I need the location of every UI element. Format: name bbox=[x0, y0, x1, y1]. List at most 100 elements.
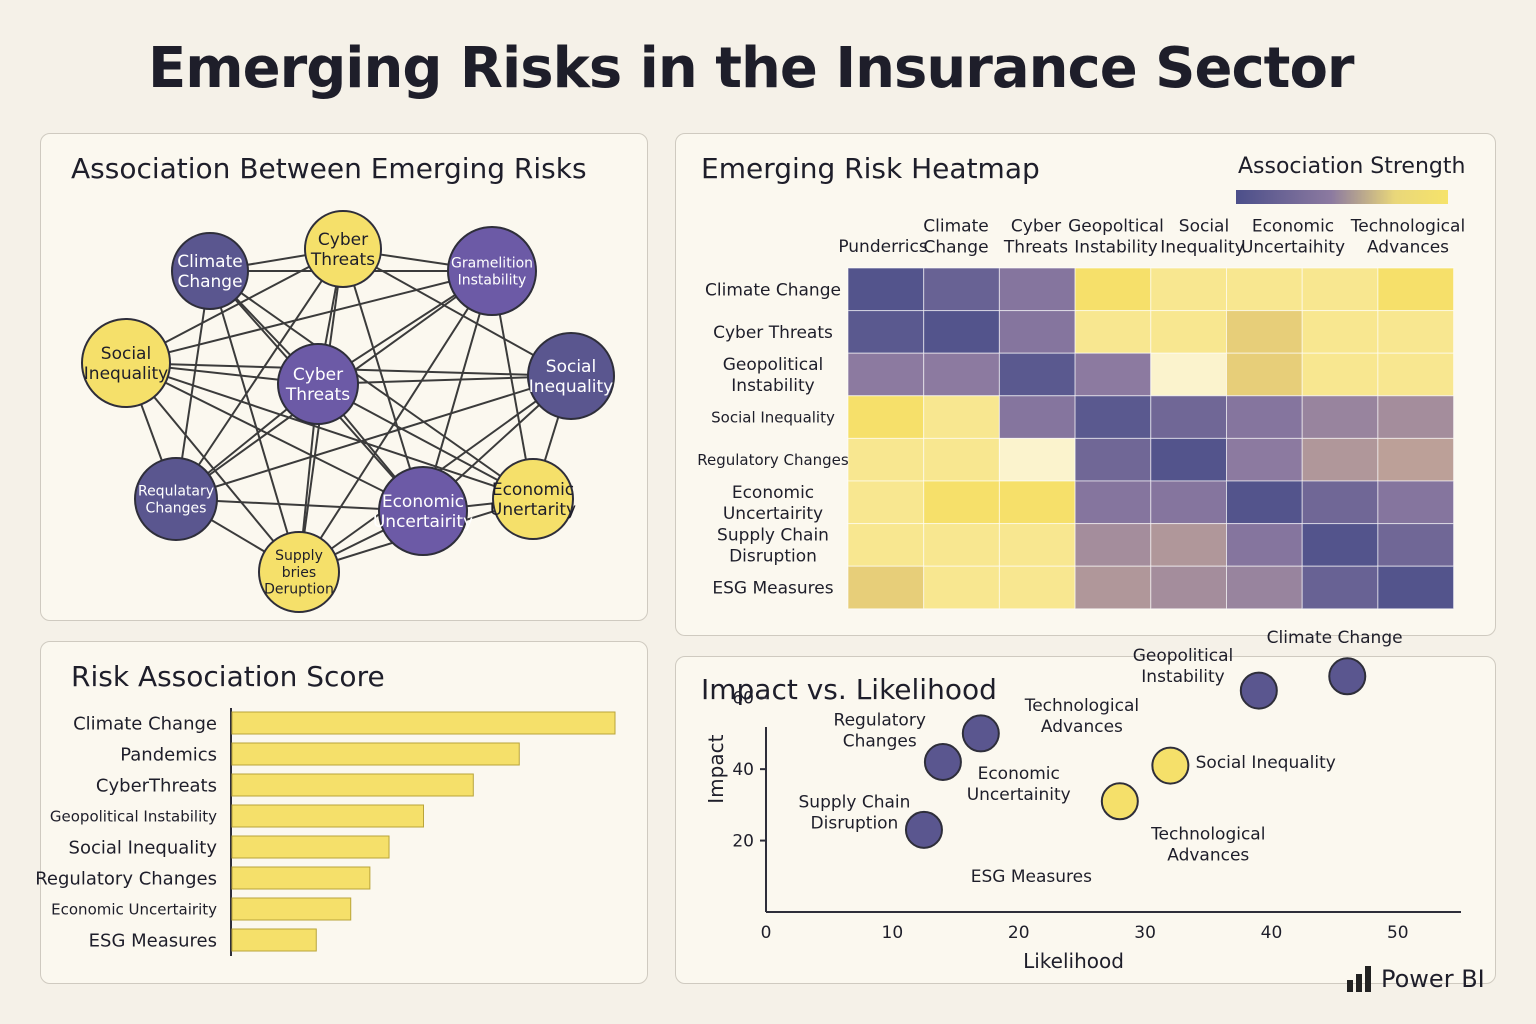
network-node-label: Requlatary Changes bbox=[138, 484, 214, 517]
network-edge bbox=[125, 270, 493, 364]
heatmap-row-label: Social Inequality bbox=[711, 408, 835, 426]
heatmap-cell bbox=[1226, 395, 1303, 439]
heatmap-cell bbox=[923, 267, 1000, 312]
network-node bbox=[492, 458, 574, 540]
y-axis-label: Impact bbox=[704, 734, 728, 803]
heatmap-cell bbox=[998, 480, 1076, 525]
heatmap-cell bbox=[1377, 310, 1455, 354]
x-axis-label: Likelihood bbox=[1023, 949, 1124, 973]
bar-category-label: CyberThreats bbox=[96, 775, 217, 796]
network-node-label: Cyber Threats bbox=[310, 230, 375, 270]
heatmap-cell bbox=[847, 480, 925, 525]
heatmap-cell bbox=[1377, 395, 1455, 439]
heatmap-cell bbox=[1074, 267, 1152, 312]
network-node bbox=[527, 332, 615, 420]
heatmap-cell bbox=[923, 310, 1000, 354]
heatmap-cell bbox=[1226, 267, 1303, 312]
heatmap-cell bbox=[1150, 310, 1227, 354]
bar-chart: Climate Change Pandemics CyberThreats Geopo… bbox=[35, 708, 616, 956]
heatmap-cell bbox=[923, 437, 1000, 482]
heatmap-column-label: Technological Advances bbox=[1350, 216, 1465, 257]
scatter-point bbox=[961, 714, 1000, 753]
heatmap-cell bbox=[847, 523, 925, 567]
heatmap-cell bbox=[923, 352, 1000, 397]
heatmap-cell bbox=[1150, 565, 1227, 610]
network-edge bbox=[298, 270, 493, 573]
brand-name: Power BI bbox=[1381, 965, 1485, 993]
heatmap-column-label: Social Inequality. bbox=[1160, 216, 1247, 257]
bar bbox=[231, 742, 520, 766]
heatmap-row-label: Geopolitical Instability bbox=[723, 355, 824, 396]
network-node-label: Social Inequality bbox=[529, 357, 613, 397]
heatmap-cell bbox=[847, 395, 925, 439]
heatmap-cell bbox=[1226, 310, 1303, 354]
heatmap-cell bbox=[1301, 395, 1379, 439]
scatter-annotation: Regulatory Changes bbox=[834, 710, 926, 751]
heatmap-cell bbox=[1377, 565, 1455, 610]
x-tick-label: 30 bbox=[1134, 923, 1156, 943]
heatmap-cell bbox=[1377, 352, 1455, 397]
heatmap-cell bbox=[1226, 565, 1303, 610]
network-node bbox=[378, 466, 468, 556]
page-title: Emerging Risks in the Insurance Sector bbox=[148, 36, 1355, 101]
heatmap-row-label: Economic Uncertairity bbox=[723, 483, 823, 524]
network-node-label: Economic Uncertairity bbox=[373, 492, 473, 532]
heatmap-cell bbox=[998, 523, 1076, 567]
heatmap-row-label: Climate Change bbox=[705, 280, 841, 300]
network-node bbox=[304, 210, 382, 288]
scatter-annotation: Geopolitical Instability bbox=[1133, 646, 1234, 687]
network-node bbox=[81, 318, 171, 408]
scatter-annotation: Supply Chain Disruption bbox=[799, 792, 911, 833]
heatmap-column-label: Geopoltical Instability bbox=[1068, 216, 1164, 257]
network-node bbox=[277, 343, 359, 425]
network-edge bbox=[209, 270, 300, 573]
network-node-label: Cyber Threats bbox=[285, 365, 350, 405]
network-edge bbox=[125, 362, 300, 573]
scatter-annotation: Economic Uncertainity bbox=[967, 764, 1071, 805]
scatter-title: Impact vs. Likelihood bbox=[701, 673, 997, 706]
heatmap-row-label: Regulatory Changes bbox=[697, 451, 849, 469]
bar bbox=[231, 835, 390, 859]
network-node bbox=[447, 226, 537, 316]
heatmap-cell bbox=[1377, 437, 1455, 482]
heatmap-title: Emerging Risk Heatmap bbox=[701, 152, 1040, 185]
network-chart: Climate Change Cyber Threats Gramelition Inst… bbox=[81, 210, 615, 613]
network-node-label: Economic Unertarity bbox=[490, 480, 576, 520]
heatmap-cell bbox=[847, 437, 925, 482]
x-tick-label: 40 bbox=[1261, 923, 1283, 943]
heatmap-cell bbox=[998, 267, 1076, 312]
heatmap-cell bbox=[1301, 352, 1379, 397]
bar-panel: Risk Association Score Climate Change Pan… bbox=[35, 641, 648, 984]
network-edge bbox=[175, 375, 572, 500]
heatmap-panel: Emerging Risk Heatmap Association Streng… bbox=[675, 133, 1496, 636]
y-tick-label: 40 bbox=[732, 760, 754, 780]
scatter-annotation: Climate Change bbox=[1267, 628, 1403, 648]
bar-category-label: Geopolitical Instability bbox=[50, 807, 217, 825]
network-edge bbox=[342, 248, 424, 512]
heatmap-cell bbox=[1150, 395, 1227, 439]
heatmap-cell bbox=[1150, 480, 1227, 525]
bar-category-label: Regulatory Changes bbox=[35, 868, 217, 889]
legend-title: Association Strength bbox=[1238, 154, 1466, 179]
scatter-panel: Impact vs. Likelihood 0 10 20 30 40 50 20 40 60 L… bbox=[675, 628, 1496, 984]
heatmap-cell bbox=[847, 310, 925, 354]
legend-gradient bbox=[1236, 190, 1448, 204]
scatter-annotation: Technological Advances bbox=[1024, 696, 1139, 737]
scatter-annotation: ESG Measures bbox=[971, 867, 1092, 887]
heatmap-column-label: Climate Change bbox=[923, 216, 988, 257]
heatmap-cell bbox=[1301, 437, 1379, 482]
heatmap-cell bbox=[923, 480, 1000, 525]
heatmap-column-label: Economic Uncertaihity bbox=[1241, 216, 1345, 257]
scatter-point bbox=[923, 743, 962, 781]
heatmap-cell bbox=[1226, 480, 1303, 525]
bar-title: Risk Association Score bbox=[71, 660, 385, 693]
x-tick-label: 0 bbox=[761, 923, 772, 943]
network-node-label: Social Inequality bbox=[84, 344, 168, 384]
heatmap-cell bbox=[1301, 310, 1379, 354]
scatter-point bbox=[1328, 657, 1367, 696]
heatmap-cell bbox=[847, 565, 925, 610]
heatmap-cell bbox=[1301, 523, 1379, 567]
scatter-point bbox=[1100, 782, 1139, 821]
heatmap-cell bbox=[1377, 523, 1455, 567]
